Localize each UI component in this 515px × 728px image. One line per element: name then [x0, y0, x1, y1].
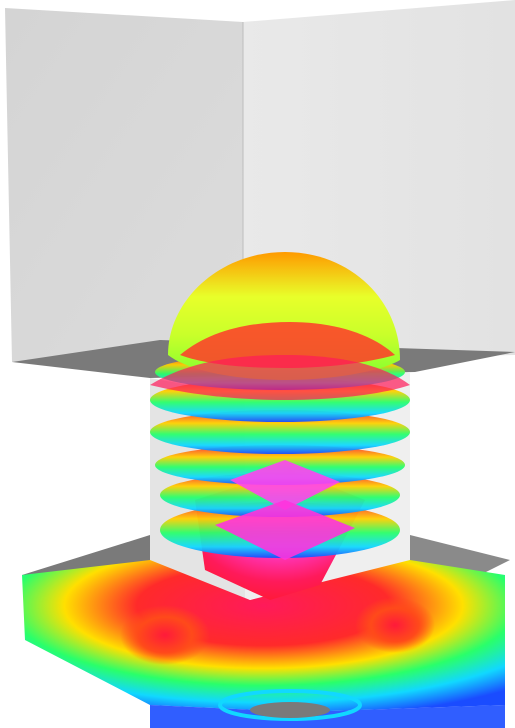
dome-lower-band — [150, 355, 410, 400]
core-diamond-lower — [215, 500, 355, 560]
floor-ring — [218, 689, 362, 721]
dome-red-band — [180, 322, 395, 368]
floor-hotspot-left — [120, 605, 210, 665]
core-diamond-upper — [230, 460, 340, 510]
left-wall — [5, 8, 243, 362]
floor-hotspot-right — [355, 597, 435, 653]
floor-ring-inner — [250, 702, 330, 718]
floor-field — [22, 560, 505, 712]
